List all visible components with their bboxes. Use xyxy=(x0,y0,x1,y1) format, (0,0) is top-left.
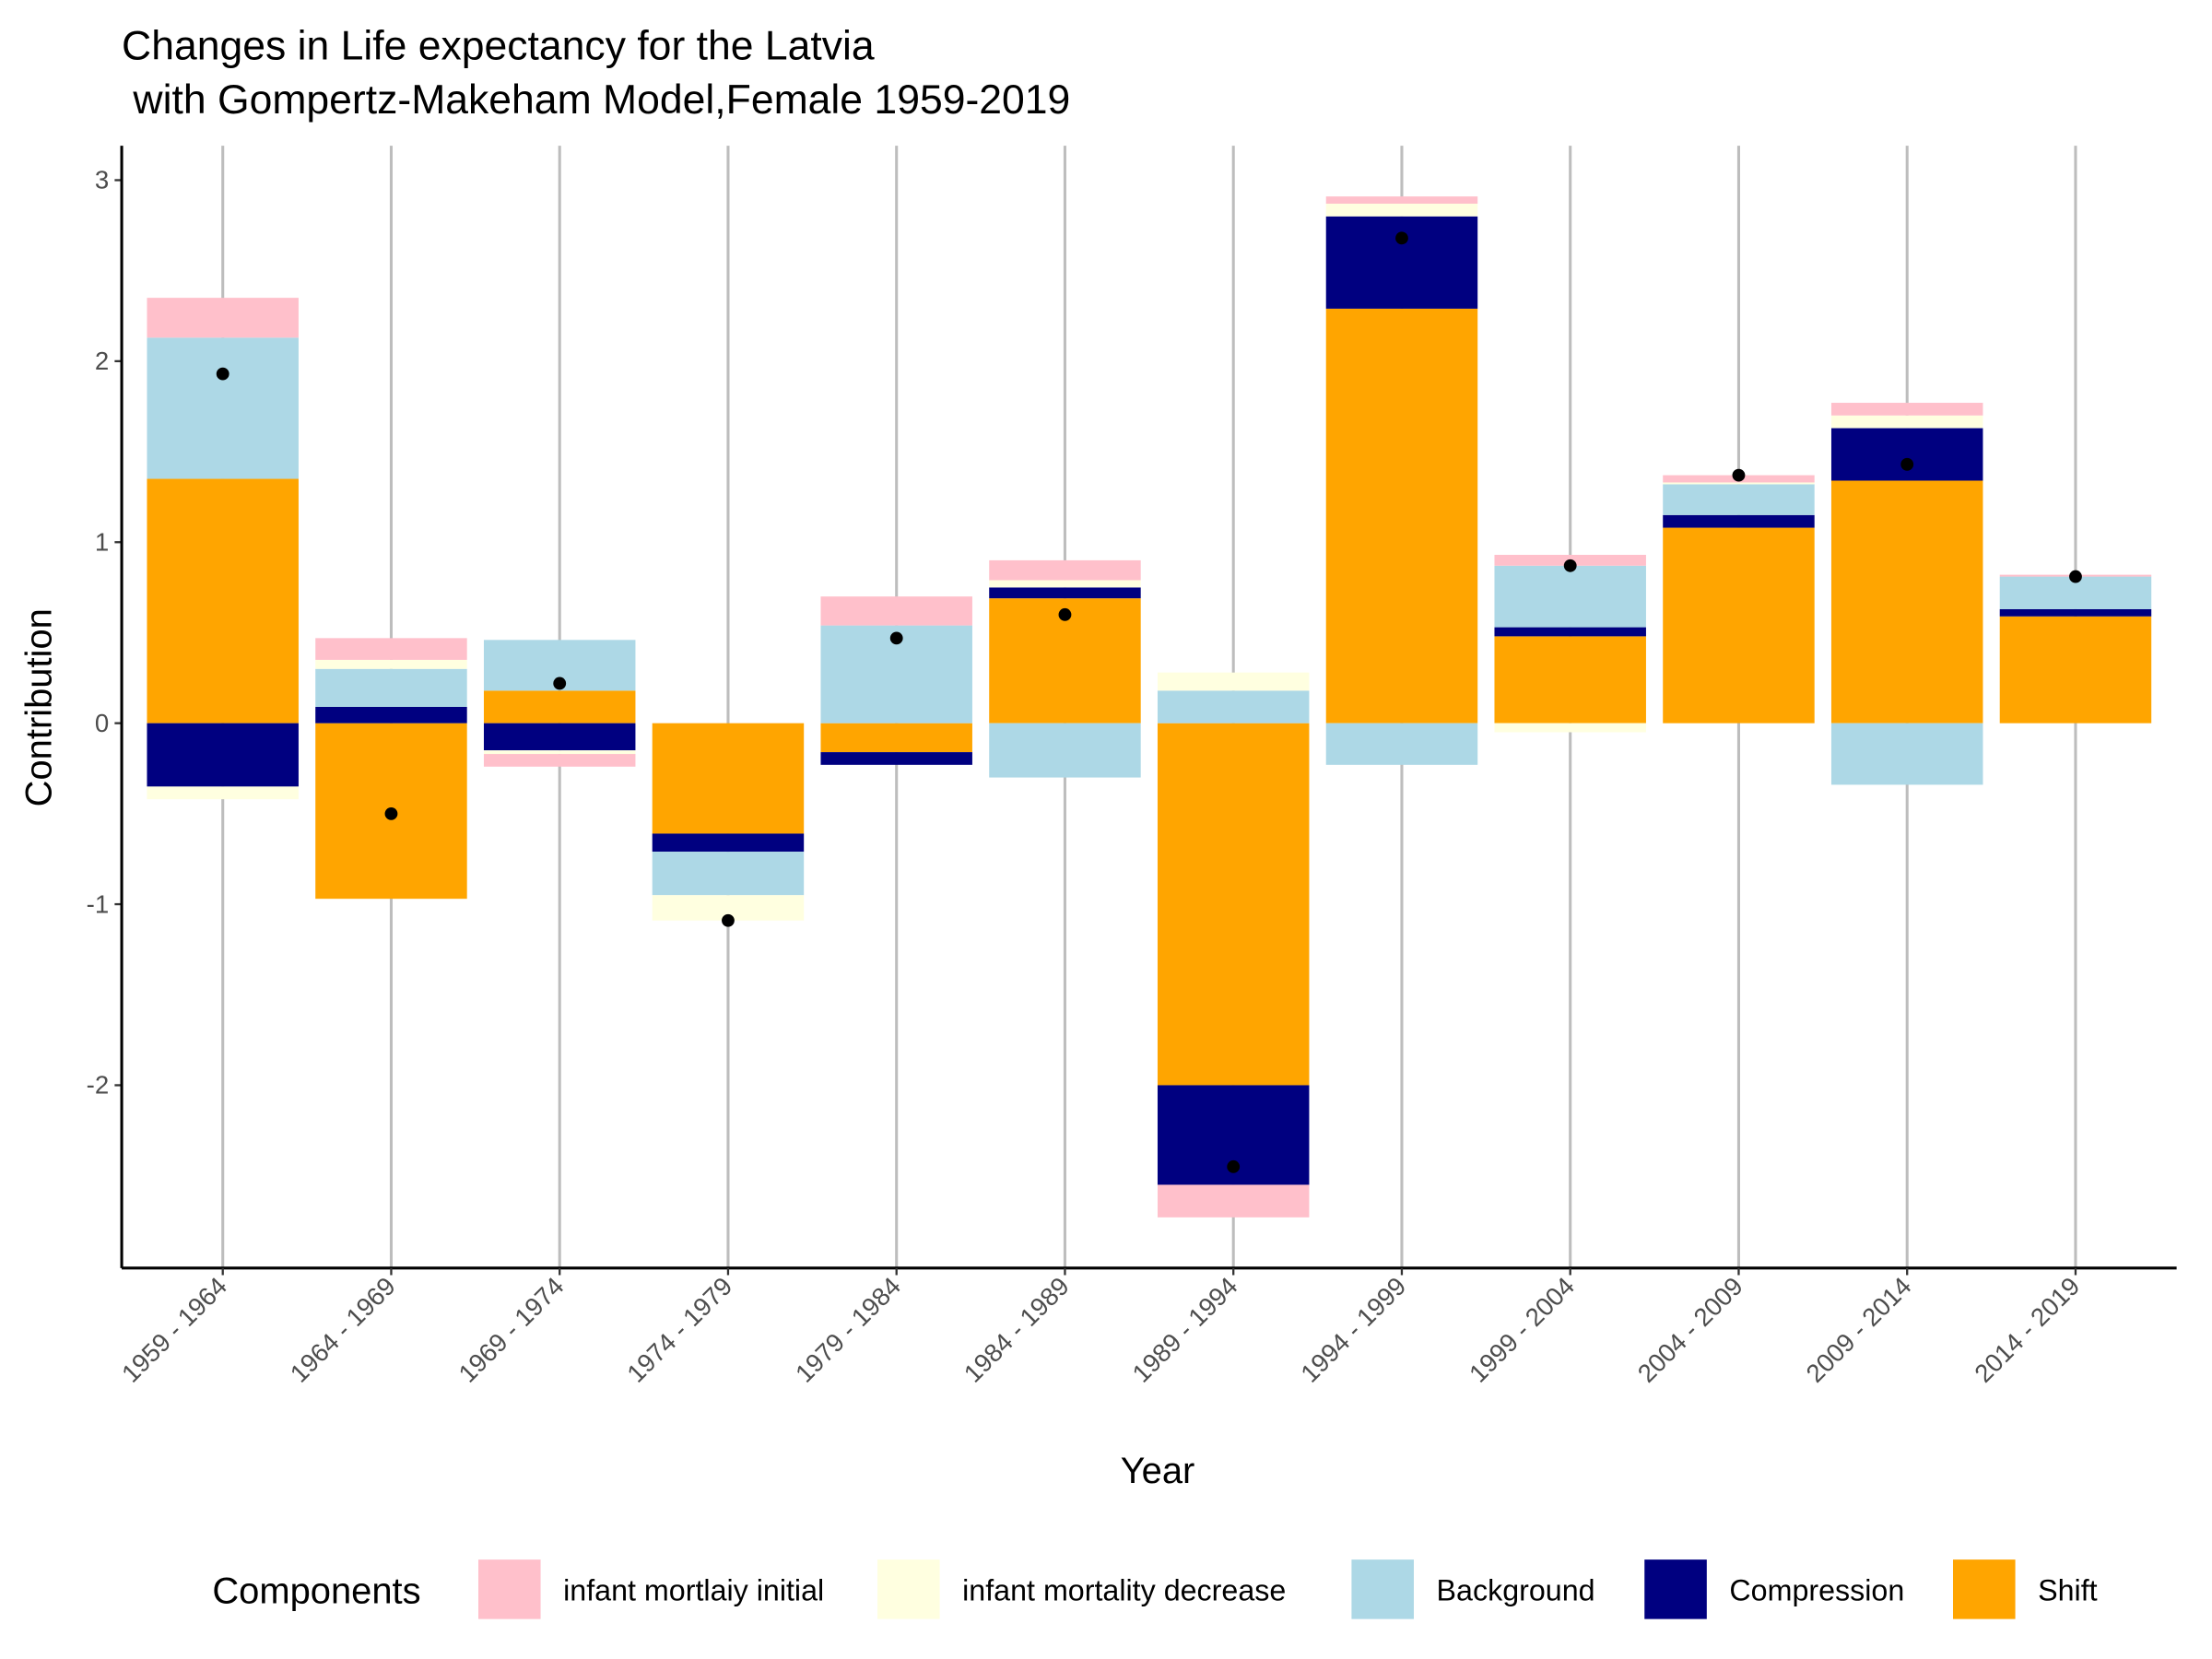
bar-segment xyxy=(1494,636,1646,724)
bar-segment xyxy=(989,580,1141,588)
total-point xyxy=(1058,607,1072,621)
bar-segment xyxy=(820,723,972,753)
legend-label: infant mortality decrease xyxy=(962,1574,1286,1607)
legend-key xyxy=(478,1559,541,1619)
bar-segment xyxy=(147,337,299,479)
bar-segment xyxy=(315,638,467,660)
y-tick-label: 1 xyxy=(95,527,109,556)
y-axis-title: Contribution xyxy=(18,608,59,806)
bar-segment xyxy=(989,559,1141,581)
bar-segment xyxy=(1830,428,1983,481)
bar-segment xyxy=(315,659,467,669)
x-tick-label: 1964 - 1969 xyxy=(285,1272,401,1388)
legend-key xyxy=(1351,1559,1414,1619)
legend-key xyxy=(1644,1559,1707,1619)
total-point xyxy=(1395,231,1408,245)
total-point xyxy=(722,913,735,927)
bar-segment xyxy=(1830,480,1983,724)
legend-key xyxy=(877,1559,940,1619)
total-point xyxy=(384,806,398,820)
bar-segment xyxy=(1325,216,1478,309)
bar-segment xyxy=(483,750,636,755)
y-tick-label: 3 xyxy=(95,166,109,194)
x-tick-label: 1959 - 1964 xyxy=(116,1272,232,1388)
x-tick-label: 1979 - 1984 xyxy=(790,1272,906,1388)
x-tick-label: 1989 - 1994 xyxy=(1126,1272,1242,1388)
legend-label: Compression xyxy=(1729,1574,1904,1607)
bar-segment xyxy=(147,723,299,787)
bar-segment xyxy=(315,706,467,724)
y-tick-label: 0 xyxy=(95,709,109,737)
legend-label: infant mortlaiy initial xyxy=(563,1574,824,1607)
x-tick-label: 1999 - 2004 xyxy=(1464,1272,1580,1388)
legend-key xyxy=(1953,1559,2016,1619)
bar-segment xyxy=(1157,1184,1310,1218)
chart-title: with Gompertz-Makeham Model,Female 1959-… xyxy=(122,77,1070,123)
bar-segment xyxy=(989,587,1141,599)
total-point xyxy=(1227,1159,1241,1173)
x-tick-label: 2014 - 2019 xyxy=(1969,1272,2085,1388)
bar-segment xyxy=(483,754,636,767)
bar-segment xyxy=(1663,482,1815,485)
bar-segment xyxy=(820,596,972,626)
bar-segment xyxy=(147,298,299,338)
bar-segment xyxy=(1157,690,1310,724)
x-tick-label: 1974 - 1979 xyxy=(621,1272,737,1388)
y-tick-label: 2 xyxy=(95,347,109,375)
total-point xyxy=(553,677,567,690)
bar-segment xyxy=(652,852,805,896)
x-tick-label: 2009 - 2014 xyxy=(1800,1272,1916,1388)
x-tick-label: 1994 - 1999 xyxy=(1295,1272,1411,1388)
total-point xyxy=(1563,559,1577,572)
bar-segment xyxy=(1494,627,1646,637)
y-tick-label: -2 xyxy=(87,1071,110,1100)
bar-segment xyxy=(1494,565,1646,628)
bar-segment xyxy=(1325,204,1478,217)
bar-segment xyxy=(147,786,299,800)
total-point xyxy=(2069,570,2082,583)
bar-segment xyxy=(1157,723,1310,1086)
bar-segment xyxy=(652,723,805,834)
total-point xyxy=(1732,468,1746,482)
bar-segment xyxy=(1157,672,1310,691)
chart-title: Changes in Life expectancy for the Latvi… xyxy=(122,23,875,68)
legend-title: Components xyxy=(212,1571,420,1612)
x-axis-title: Year xyxy=(1121,1451,1195,1491)
bar-segment xyxy=(820,752,972,765)
total-point xyxy=(889,631,903,645)
total-point xyxy=(216,367,229,381)
bar-segment xyxy=(1830,403,1983,416)
bar-segment xyxy=(1999,616,2152,724)
x-tick-label: 1969 - 1974 xyxy=(453,1272,569,1388)
bar-segment xyxy=(652,833,805,853)
total-point xyxy=(1900,457,1914,471)
legend-label: Shift xyxy=(2038,1574,2098,1607)
bar-segment xyxy=(1830,415,1983,429)
bar-segment xyxy=(1999,608,2152,617)
bar-segment xyxy=(989,723,1141,778)
bar-segment xyxy=(1663,484,1815,515)
bar-segment xyxy=(1663,527,1815,724)
bar-segment xyxy=(147,478,299,724)
bar-segment xyxy=(483,723,636,751)
legend-label: Background xyxy=(1437,1574,1595,1607)
bar-segment xyxy=(315,668,467,707)
y-tick-label: -1 xyxy=(87,889,110,918)
x-tick-label: 1984 - 1989 xyxy=(959,1272,1075,1388)
bar-segment xyxy=(1325,723,1478,765)
bar-segment xyxy=(483,690,636,724)
bar-segment xyxy=(1830,723,1983,785)
x-tick-label: 2004 - 2009 xyxy=(1632,1272,1748,1388)
bar-segment xyxy=(1663,514,1815,528)
bar-segment xyxy=(1325,196,1478,205)
bar-segment xyxy=(1494,723,1646,733)
bar-segment xyxy=(1325,308,1478,724)
